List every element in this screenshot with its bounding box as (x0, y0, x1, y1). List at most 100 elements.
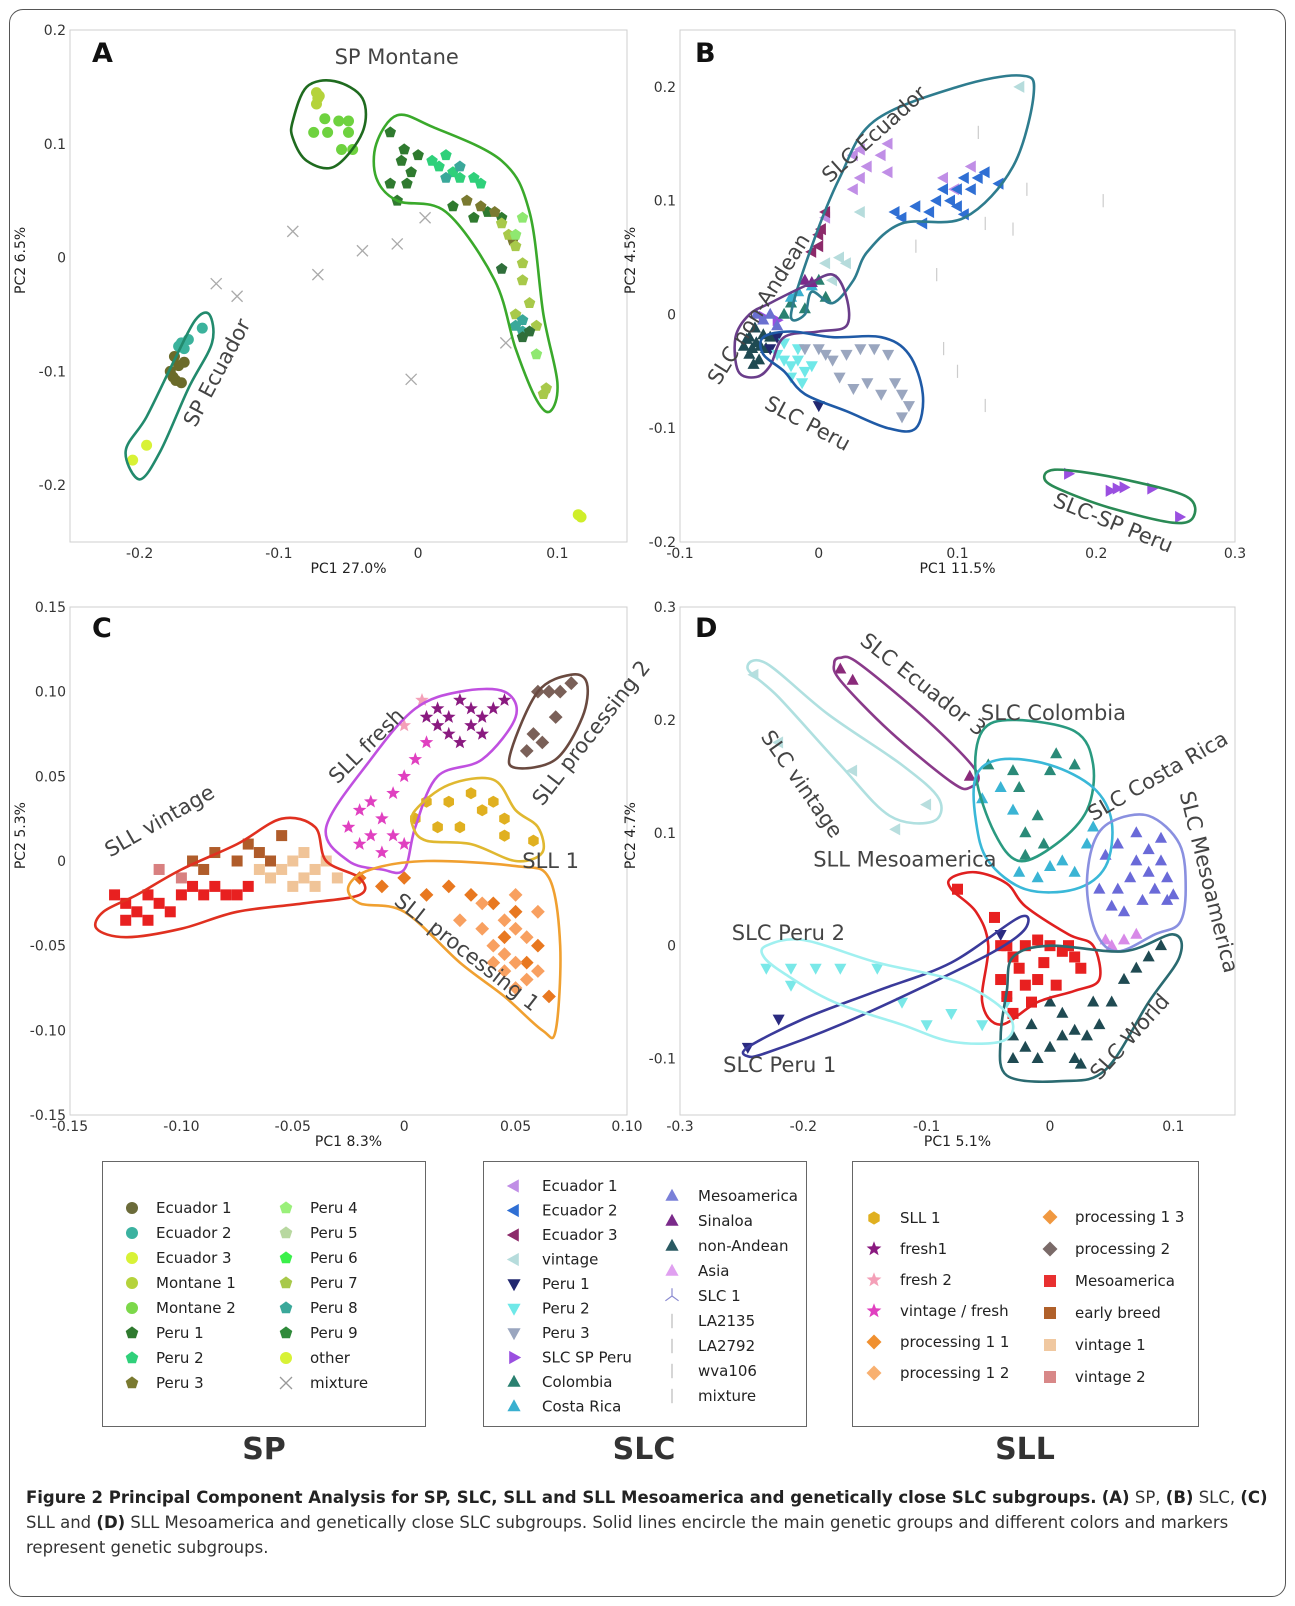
panel-a-group-outline (372, 113, 559, 414)
legend-slc-label: Mesoamerica (698, 1187, 798, 1205)
panel-c-point (253, 863, 265, 875)
panel-a-point (530, 319, 543, 331)
panel-c-point (497, 930, 512, 945)
panel-c-point (386, 828, 400, 842)
panel-a-point (384, 126, 396, 138)
panel-c-point (253, 847, 265, 859)
legend-slc-item-mesoamerica: Mesoamerica (665, 1187, 798, 1205)
panel-a-ytick-label: -0.1 (39, 364, 66, 380)
panel-d-point (1154, 854, 1167, 866)
panel-c-point (352, 836, 367, 850)
panel-d-point (1026, 996, 1037, 1008)
panel-c-point (508, 921, 523, 936)
legend-slc-label: wva106 (698, 1362, 757, 1380)
panel-d-point (1074, 1057, 1087, 1069)
panel-d-point (1130, 927, 1143, 939)
panel-d-point (1130, 961, 1143, 973)
legend-sp-marker (126, 1202, 138, 1214)
legend-sll-item-vintage-2: vintage 2 (1044, 1368, 1146, 1386)
legend-sp-item-peru-6: Peru 6 (279, 1249, 358, 1267)
panel-c-point (298, 872, 310, 884)
panel-b-point (895, 211, 907, 224)
panel-b-point (874, 149, 886, 162)
figure-frame (9, 9, 1286, 1597)
panel-a-point (509, 308, 522, 320)
panel-a-group-label-sp-ecuador: SP Ecuador (179, 314, 256, 430)
panel-c-series-early-breed (187, 830, 288, 875)
panel-d-point (976, 1020, 989, 1032)
panel-d-point (920, 798, 932, 811)
panel-d-point (1007, 803, 1020, 815)
panel-a-point (575, 511, 587, 523)
panel-d-group-outline (998, 933, 1184, 1084)
panel-a-group-label-sp-montane: SP Montane (335, 45, 459, 69)
panel-b-point (853, 143, 865, 156)
legend-sll-item-sll-1: SLL 1 (868, 1209, 941, 1227)
panel-b-point (771, 332, 784, 344)
panel-a-point (175, 377, 187, 389)
panel-b-series-peru-2 (771, 338, 818, 390)
panel-d-xtick-label: -0.2 (790, 1119, 817, 1135)
panel-d-point (846, 764, 858, 777)
panel-b: -0.1 0 0.1 0.2 0.3 -0.2 -0.1 0 0.1 0.2 PC1 11.5% PC… (623, 0, 1295, 590)
panel-c-point (231, 889, 243, 901)
legend-sp-item-other: other (280, 1349, 351, 1367)
panel-b-point (846, 183, 858, 196)
legend-sp-item-peru-2: Peru 2 (125, 1349, 204, 1367)
panel-c-point (198, 889, 210, 901)
figure-caption: Figure 2 Principal Component Analysis fo… (26, 1485, 1271, 1560)
panel-a-ytick-label: -0.2 (39, 478, 66, 494)
panel-d-point (1019, 940, 1031, 952)
legend-sp-item-peru-9: Peru 9 (279, 1324, 358, 1342)
panel-b-point (819, 349, 832, 361)
panel-d-point (871, 963, 884, 975)
panel-b-point (833, 251, 844, 264)
panel-d-group-label-slc-colombia: SLC Colombia (981, 701, 1126, 725)
panel-d-point (1068, 1023, 1081, 1035)
panel-a-series-ecuador-1 (164, 351, 190, 389)
panel-c-point (453, 913, 467, 928)
legend-slc-label: Ecuador 2 (542, 1202, 618, 1220)
legend-sll-marker (1044, 1307, 1056, 1319)
legend-sp-label: Peru 8 (310, 1299, 358, 1317)
panel-d-group-label-slc-peru-1: SLC Peru 1 (723, 1053, 836, 1077)
legend-sp-marker (280, 1352, 292, 1364)
legend-sp-label: Peru 6 (310, 1249, 358, 1267)
panel-d-point (1050, 747, 1063, 759)
panel-c-point (131, 906, 143, 918)
panel-a-point (495, 262, 508, 274)
legend-sp-label: Peru 3 (156, 1374, 204, 1392)
panel-d-point (1019, 826, 1032, 838)
panel-b-point (796, 378, 809, 390)
legend-sll-marker (1042, 1209, 1058, 1225)
panel-d-point (1056, 1006, 1069, 1018)
panel-a-point (405, 166, 417, 178)
panel-a-point (231, 290, 244, 303)
panel-d: -0.3 -0.2 -0.1 0 0.1 -0.1 0 0.1 0.2 0.3 PC1 5.1% PC… (623, 590, 1295, 1150)
panel-c-point (432, 821, 443, 834)
panel-b-point (882, 349, 895, 361)
panel-c-xtick-label: 0.10 (611, 1119, 642, 1135)
legend-sll-label: vintage 1 (1075, 1336, 1146, 1354)
panel-a-xtick-label: 0 (414, 546, 423, 562)
panel-d-point (1056, 854, 1069, 866)
panel-a-point (523, 297, 536, 308)
panel-d-point (846, 673, 859, 685)
legend-sll-label: vintage / fresh (900, 1302, 1009, 1320)
panel-a-point (440, 149, 452, 161)
panel-d-point (1013, 865, 1026, 877)
legend-slc-label: Peru 3 (542, 1324, 590, 1342)
panel-a-point (196, 322, 208, 334)
panel-c-point (442, 709, 456, 723)
panel-c-point (309, 880, 321, 892)
panel-b-series-vintage (819, 80, 1025, 287)
panel-c-series-vintage-2 (153, 863, 187, 884)
panel-b-xtick-label: 0.1 (946, 546, 968, 562)
panel-b-group-label-slc-sp-peru: SLC-SP Peru (1050, 488, 1176, 558)
legend-sp-label: Montane 2 (156, 1299, 236, 1317)
panel-a-point (509, 319, 522, 331)
legend-slc-label: LA2792 (698, 1337, 755, 1355)
legend-slc-label: vintage (542, 1251, 598, 1269)
legend-slc-item-asia: Asia (665, 1262, 729, 1280)
panel-d-group-label-slc-costa-rica: SLC Costa Rica (1084, 726, 1232, 826)
